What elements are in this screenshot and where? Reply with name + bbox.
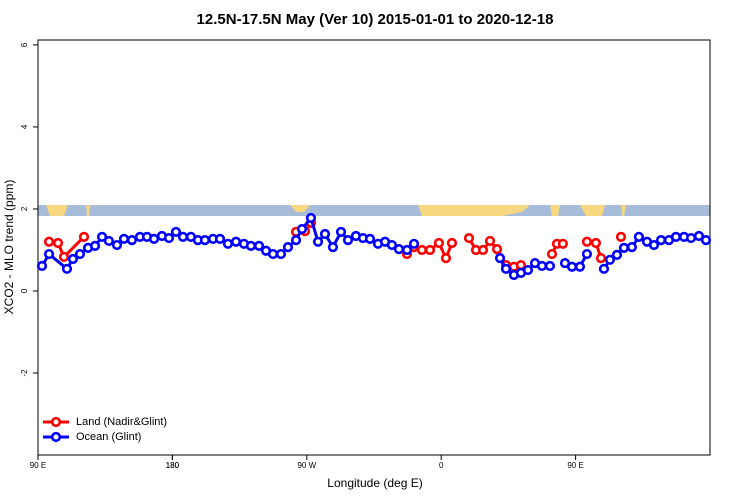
data-point [296,223,308,235]
x-tick-label: 180 [166,461,180,470]
x-tick-label: 90 E [567,461,583,470]
y-tick-label: 6 [20,42,29,47]
data-point [693,230,705,242]
data-point [199,235,211,246]
legend-marker [50,416,62,428]
data-point [148,233,160,244]
y-tick-label: 0 [20,288,29,293]
data-point [177,231,189,242]
data-point [52,237,64,249]
data-point [433,237,445,249]
map-strip [38,205,710,216]
data-point [618,242,630,254]
data-point [633,231,645,242]
legend-marker [50,431,62,443]
plot-frame [37,39,711,456]
data-point [440,253,452,264]
data-point [245,240,257,251]
data-point [230,236,242,247]
data-point [386,239,398,251]
data-point [685,232,697,244]
data-point [393,244,405,255]
data-point [43,248,55,260]
data-point [267,248,279,260]
data-point [477,244,489,256]
data-point [290,235,302,246]
data-point [401,244,413,256]
x-tick-label: 0 [439,461,444,470]
data-point [546,248,558,260]
data-point [522,264,534,276]
y-axis-label: XCO2 - MLO trend (ppm) [2,180,16,315]
legend-label: Land (Nadir&Glint) [76,416,167,428]
data-point [126,235,138,246]
data-point [566,261,578,272]
x-axis-label: Longitude (deg E) [327,476,422,490]
data-point [544,260,556,272]
data-point [611,249,623,260]
data-point [648,239,660,251]
data-point [408,238,420,249]
data-point [424,244,436,256]
data-point [163,232,175,244]
data-point [78,231,90,242]
data-point [58,251,70,263]
legend-label: Ocean (Glint) [76,431,141,443]
data-point [670,231,682,242]
data-point [312,236,324,247]
data-point [536,260,548,272]
data-point [446,237,458,249]
data-point [590,237,602,249]
data-point [61,263,73,274]
data-point [222,238,234,249]
data-point [581,236,593,247]
data-point [253,240,265,251]
data-point [494,253,506,264]
data-point [574,261,586,272]
data-point [36,260,48,272]
data-point [327,241,339,253]
data-point [74,248,86,260]
data-point [626,241,637,253]
data-point [89,240,101,251]
data-point [43,236,55,247]
data-point [416,244,428,256]
x-tick-label: 90 E [30,461,46,470]
data-point [484,235,496,247]
data-point [319,228,331,240]
x-tick-label: 90 W [297,461,316,470]
y-tick-label: -2 [20,369,29,377]
data-point [305,212,317,224]
y-tick-label: 4 [20,124,29,129]
data-point [595,253,607,264]
data-point [111,239,123,251]
data-point [598,263,610,274]
data-point [96,231,108,242]
data-point [342,235,354,246]
data-point [214,233,226,244]
data-point [103,235,115,247]
data-point [170,226,182,238]
data-point [282,241,294,253]
data-point [500,263,512,274]
y-tick-label: 2 [20,206,29,211]
data-point [604,254,616,265]
data-point [491,244,503,255]
data-point [335,226,347,238]
chart-title: 12.5N-17.5N May (Ver 10) 2015-01-01 to 2… [197,11,554,28]
data-point [67,253,79,265]
data-point [557,238,569,249]
data-point [275,248,287,260]
data-point [615,231,627,242]
x-tick-label: 180 [166,461,180,470]
data-point [700,235,712,246]
data-point [364,233,376,244]
data-point [118,233,130,244]
data-point [655,235,667,246]
data-point [581,248,593,260]
data-point [463,232,475,244]
